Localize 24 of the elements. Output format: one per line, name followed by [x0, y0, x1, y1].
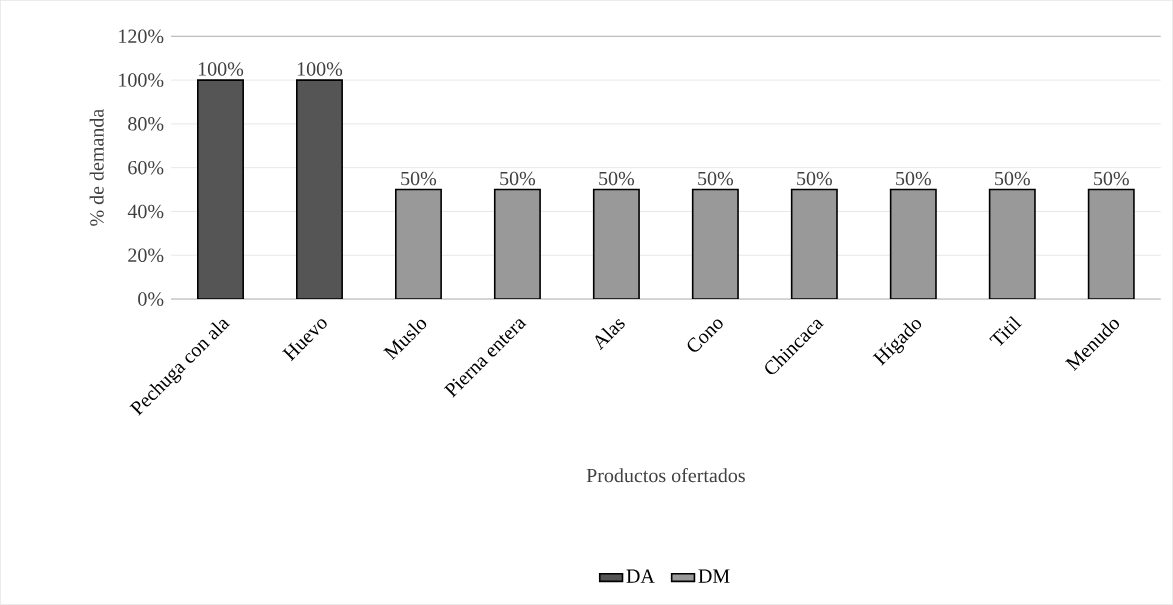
- y-axis-title: % de demanda: [89, 109, 104, 226]
- data-label: 50%: [599, 171, 635, 186]
- data-label: 100%: [198, 62, 244, 76]
- y-tick-label: 40%: [127, 204, 164, 219]
- x-tick-label: Alas: [595, 319, 625, 351]
- y-tick-label: 80%: [128, 117, 164, 131]
- data-label: 50%: [797, 171, 832, 186]
- legend-label: DA: [626, 569, 655, 583]
- data-label: 50%: [1094, 171, 1129, 186]
- data-label: 50%: [401, 171, 437, 186]
- x-tick-label: Titil: [989, 316, 1022, 347]
- y-tick-label: 120%: [119, 29, 164, 44]
- data-label: 50%: [698, 171, 734, 186]
- data-label: 50%: [500, 171, 536, 186]
- y-tick-label: 100%: [119, 73, 164, 87]
- y-tick-label: 20%: [128, 248, 164, 263]
- data-label: 50%: [995, 171, 1030, 186]
- y-tick-label: 60%: [128, 161, 164, 175]
- y-tick-label: 0%: [138, 292, 164, 306]
- legend-label: DM: [698, 569, 730, 583]
- x-tick-label: Cono: [687, 319, 723, 352]
- data-label: 100%: [297, 62, 343, 76]
- x-axis-title: Productos ofertados: [586, 468, 745, 483]
- data-label: 50%: [896, 171, 931, 186]
